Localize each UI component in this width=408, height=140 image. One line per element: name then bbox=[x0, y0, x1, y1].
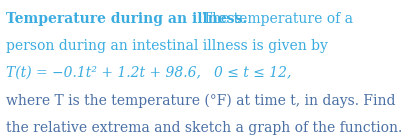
Text: Temperature during an illness.: Temperature during an illness. bbox=[6, 12, 247, 26]
Text: person during an intestinal illness is given by: person during an intestinal illness is g… bbox=[6, 39, 328, 53]
Text: where T is the temperature (°F) at time t, in days. Find: where T is the temperature (°F) at time … bbox=[6, 94, 395, 108]
Text: The temperature of a: The temperature of a bbox=[194, 12, 353, 26]
Text: T(t) = −0.1t² + 1.2t + 98.6,   0 ≤ t ≤ 12,: T(t) = −0.1t² + 1.2t + 98.6, 0 ≤ t ≤ 12, bbox=[6, 66, 291, 80]
Text: the relative extrema and sketch a graph of the function.: the relative extrema and sketch a graph … bbox=[6, 121, 402, 135]
